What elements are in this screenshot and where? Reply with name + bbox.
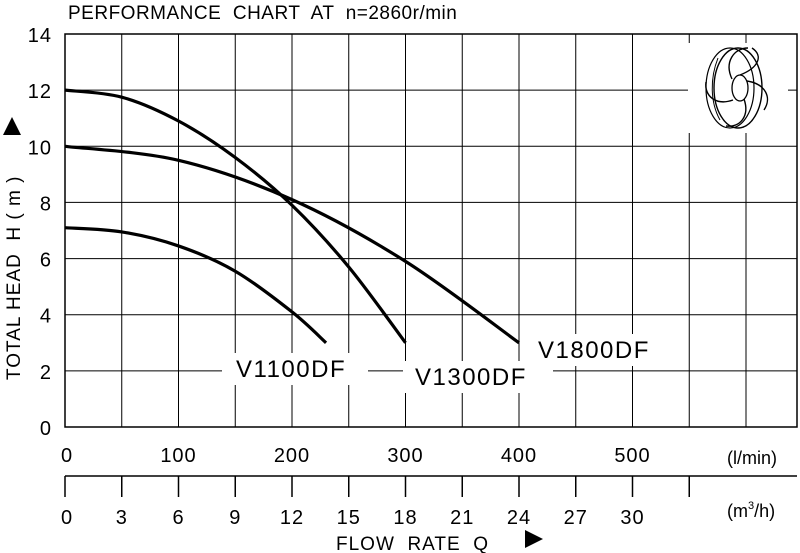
- plot-frame: [64, 33, 798, 428]
- series-label-bg: [222, 353, 368, 385]
- x-tick-labels-m3h: 0 3 6 9 12 15 18 21 24 27 30: [61, 507, 644, 529]
- x-tick-label-lmin: 0: [61, 445, 73, 467]
- impeller-icon: [688, 43, 788, 133]
- series-label-v1800df: V1800DF: [538, 337, 650, 364]
- y-axis-label: TOTAL HEAD H ( m ): [4, 176, 25, 380]
- x-tick-label-m3h: 6: [172, 507, 184, 529]
- y-tick-label: 8: [40, 193, 52, 215]
- y-tick-label: 4: [40, 306, 52, 328]
- x-tick-label-lmin: 200: [274, 445, 310, 467]
- x-tick-label-m3h: 21: [450, 507, 474, 529]
- x-unit-m3h: (m3/h): [727, 500, 775, 521]
- x-tick-label-lmin: 100: [160, 445, 196, 467]
- x-tick-label-m3h: 0: [61, 507, 73, 529]
- y-tick-label: 6: [40, 250, 52, 272]
- series-labels: V1100DF V1300DF V1800DF: [222, 334, 676, 393]
- curve-v1100df: [64, 226, 328, 344]
- y-axis-arrow-icon: [3, 117, 21, 135]
- y-tick-label: 2: [40, 362, 52, 384]
- y-tick-labels: 0 2 4 6 8 10 12 14: [28, 25, 52, 440]
- series-label-bg: [526, 334, 676, 366]
- secondary-x-axis: [64, 475, 797, 497]
- pump-curves: [64, 88, 520, 345]
- series-label-v1100df: V1100DF: [236, 356, 346, 383]
- x-tick-label-m3h: 9: [229, 507, 241, 529]
- x-tick-label-lmin: 500: [614, 445, 650, 467]
- x-tick-labels-lmin: 0 100 200 300 400 500: [61, 445, 650, 467]
- y-tick-label: 0: [40, 418, 52, 440]
- x-tick-label-m3h: 18: [393, 507, 417, 529]
- y-tick-label: 10: [28, 137, 52, 159]
- curve-v1800df: [64, 144, 520, 345]
- curve-v1300df: [64, 88, 407, 344]
- x-tick-label-m3h: 15: [337, 507, 361, 529]
- x-tick-label-m3h: 12: [280, 507, 304, 529]
- chart-title: PERFORMANCE CHART AT n=2860r/min: [68, 3, 457, 24]
- series-label-v1300df: V1300DF: [415, 364, 527, 391]
- x-unit-lmin: (l/min): [727, 448, 777, 468]
- x-axis-arrow-icon: [525, 530, 543, 548]
- x-tick-label-lmin: 300: [387, 445, 423, 467]
- y-tick-label: 12: [28, 81, 52, 103]
- x-tick-label-lmin: 400: [501, 445, 537, 467]
- x-axis-label: FLOW RATE Q: [336, 534, 489, 553]
- x-tick-label-m3h: 27: [564, 507, 588, 529]
- y-tick-label: 14: [28, 25, 52, 47]
- x-tick-label-m3h: 3: [116, 507, 128, 529]
- x-tick-label-m3h: 30: [620, 507, 644, 529]
- series-label-bg: [403, 361, 553, 393]
- x-tick-label-m3h: 24: [507, 507, 531, 529]
